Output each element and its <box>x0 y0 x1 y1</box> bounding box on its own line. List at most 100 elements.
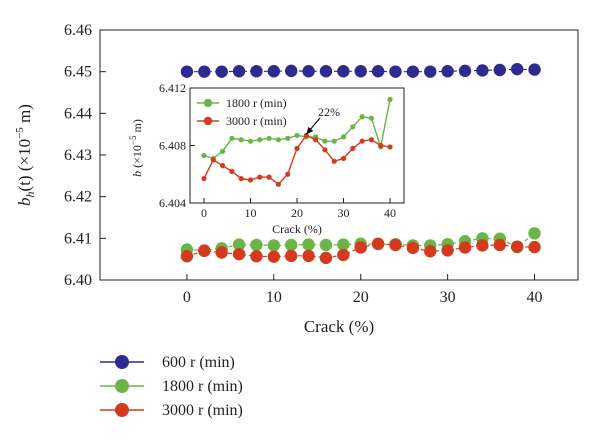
main-x-tick-label: 20 <box>353 289 369 306</box>
main-legend-marker <box>115 379 129 393</box>
main-y-tick-label: 6.42 <box>64 189 92 206</box>
inset-data-point <box>247 177 254 183</box>
main-legend-marker <box>115 355 129 369</box>
main-plot: 6.40 6.41 6.42 6.43 6.44 6.45 6.46 0 10 20 30 40 C… <box>14 22 579 336</box>
inset-data-point <box>210 157 216 163</box>
inset-data-point <box>266 174 272 180</box>
inset-data-point <box>201 152 207 159</box>
main-data-point <box>337 65 350 78</box>
inset-data-point <box>294 132 300 139</box>
annotation-arrowhead <box>306 126 314 135</box>
main-data-point <box>458 241 472 254</box>
main-y-axis-label: bh(t) (×10−5 m) <box>14 104 37 206</box>
inset-y-ticks: 6.404 6.408 6.412 <box>159 81 195 210</box>
inset-data-point <box>266 135 272 141</box>
main-data-point <box>302 238 315 251</box>
main-data-point <box>389 65 402 78</box>
inset-x-axis-label: Crack (%) <box>272 222 322 236</box>
inset-data-point <box>331 158 337 164</box>
inset-legend-label: 1800 r (min) <box>226 96 287 110</box>
inset-annotation: 22% <box>305 105 340 135</box>
inset-data-point <box>238 137 244 143</box>
inset-x-tick-label: 20 <box>291 206 303 220</box>
inset-data-point <box>229 168 235 174</box>
inset-data-point <box>378 142 384 149</box>
main-x-axis-label: Crack (%) <box>304 317 374 336</box>
main-data-point <box>267 250 281 263</box>
inset-data-point <box>313 137 319 143</box>
inset-data-point <box>350 124 356 130</box>
main-data-point <box>302 65 315 78</box>
main-data-point <box>406 65 420 78</box>
main-data-point <box>424 245 437 258</box>
main-data-point <box>371 65 385 78</box>
main-legend-marker <box>115 403 129 417</box>
inset-x-tick-label: 40 <box>384 206 396 220</box>
main-y-tick-label: 6.46 <box>64 22 92 39</box>
main-data-point <box>441 244 454 257</box>
main-data-point <box>285 249 298 263</box>
main-data-point <box>267 239 281 252</box>
inset-data-point <box>387 144 393 150</box>
main-data-point <box>528 227 541 240</box>
main-x-tick-label: 0 <box>183 289 191 306</box>
inset-data-point <box>340 155 347 162</box>
main-y-tick-label: 6.44 <box>64 105 92 122</box>
main-data-point <box>267 65 281 78</box>
inset-data-point <box>257 137 263 143</box>
inset-data-point <box>303 132 309 139</box>
inset-background <box>182 80 412 203</box>
main-data-point <box>319 251 333 265</box>
inset-series <box>201 96 393 187</box>
inset-data-point <box>322 147 328 153</box>
inset-data-point <box>238 175 244 182</box>
inset-legend-marker <box>203 98 213 108</box>
main-x-tick-label: 40 <box>527 289 543 306</box>
main-legend: 600 r (min) 1800 r (min) 3000 r (min) <box>100 354 243 419</box>
inset-data-point <box>368 137 375 143</box>
main-data-point <box>232 65 246 78</box>
main-series <box>180 62 541 265</box>
main-data-point <box>232 247 246 261</box>
main-data-point <box>250 250 263 263</box>
inset-legend-marker <box>203 116 213 126</box>
main-data-point <box>510 240 524 253</box>
inset-legend-label: 3000 r (min) <box>226 114 287 128</box>
main-data-point <box>180 250 194 263</box>
main-data-point <box>232 238 246 251</box>
main-y-tick-label: 6.41 <box>64 230 92 247</box>
inset-data-point <box>322 138 328 144</box>
inset-x-tick-label: 0 <box>201 206 207 220</box>
main-data-point <box>319 65 333 78</box>
main-data-point <box>510 62 524 76</box>
main-data-point <box>476 64 489 77</box>
main-data-point <box>302 249 315 263</box>
main-x-tick-label: 30 <box>440 289 456 306</box>
main-data-point <box>198 244 211 258</box>
main-data-point <box>476 239 489 252</box>
main-series-0 <box>180 62 541 78</box>
main-data-point <box>198 65 211 78</box>
inset-data-point <box>247 138 254 144</box>
inset-data-point <box>359 114 365 120</box>
main-data-point <box>493 63 506 77</box>
inset-data-point <box>275 137 281 143</box>
inset-legend: 1800 r (min) 3000 r (min) <box>197 96 287 128</box>
inset-data-point <box>219 163 226 169</box>
main-data-point <box>371 237 385 250</box>
main-data-point <box>215 246 228 259</box>
inset-y-tick-label: 6.404 <box>159 196 186 210</box>
main-x-tick-label: 10 <box>266 289 282 306</box>
main-data-point <box>458 64 472 78</box>
inset-x-tick-label: 10 <box>244 206 256 220</box>
inset-data-point <box>294 145 300 151</box>
main-x-ticks: 0 10 20 30 40 <box>183 274 543 306</box>
main-data-point <box>180 65 194 78</box>
inset-plot: 6.404 6.408 6.412 0 10 20 30 40 22% 1800 r (mi… <box>128 80 412 236</box>
inset-data-point <box>257 174 263 180</box>
main-data-point <box>337 248 350 262</box>
main-y-tick-label: 6.43 <box>64 147 92 164</box>
inset-y-tick-label: 6.412 <box>159 81 186 95</box>
main-data-point <box>424 65 437 78</box>
